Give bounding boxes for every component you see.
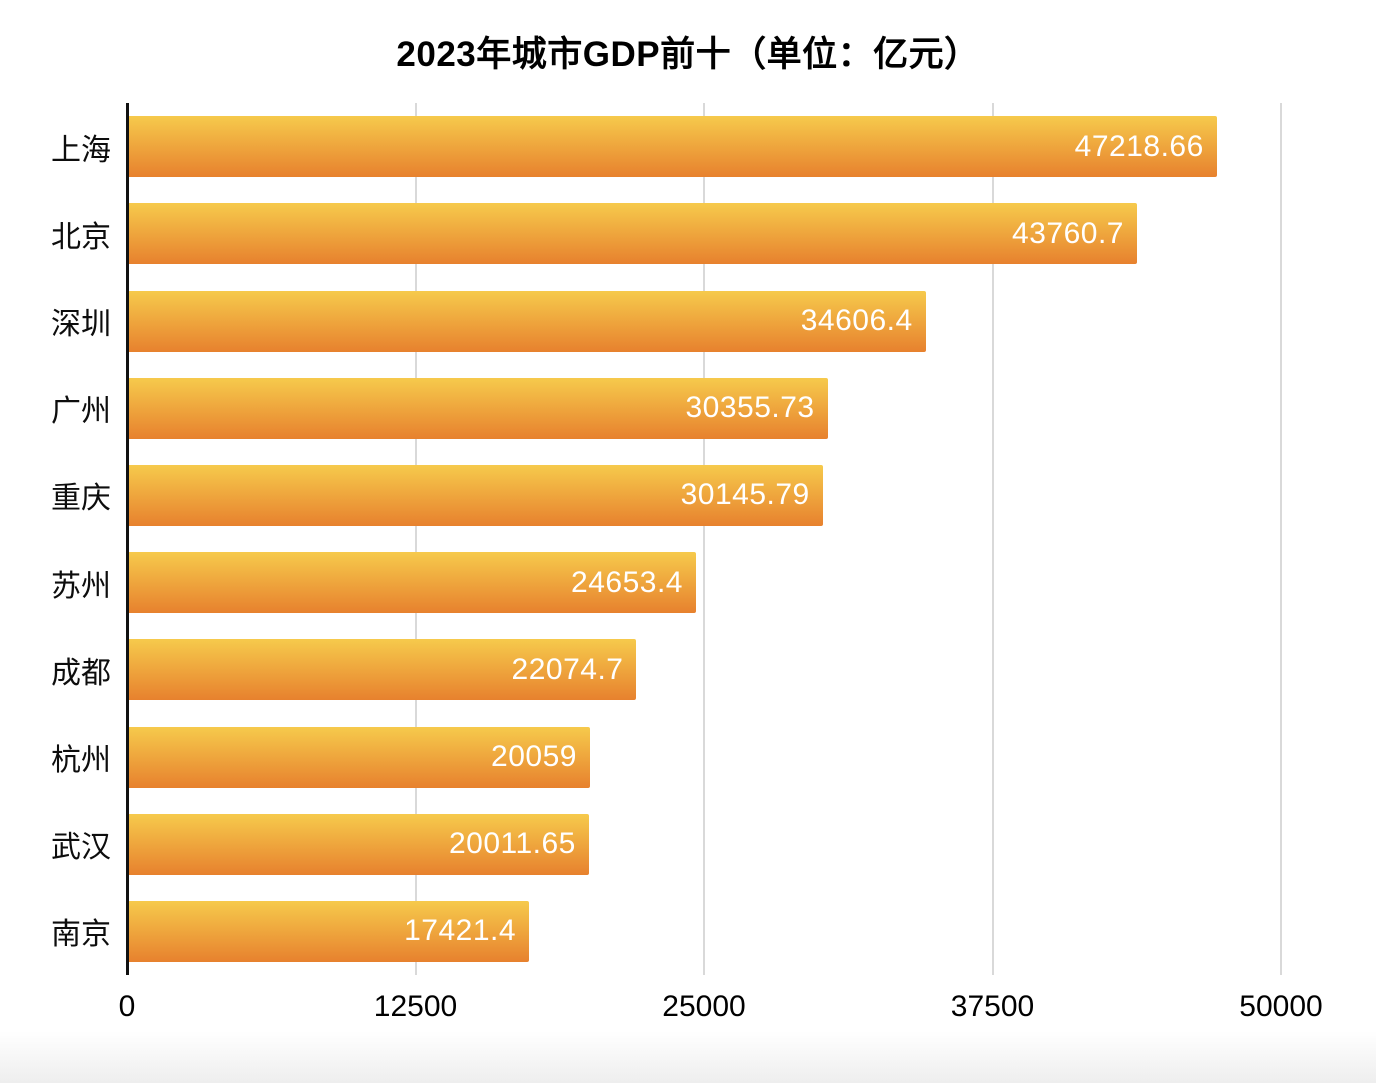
bar-value-label: 30355.73 xyxy=(685,391,815,425)
x-tick-label: 37500 xyxy=(950,990,1035,1023)
gdp-bar: 20011.65 xyxy=(127,813,589,875)
gridline xyxy=(1280,103,1282,975)
bar-value-label: 34606.4 xyxy=(800,304,913,337)
gdp-bar: 30145.79 xyxy=(127,464,823,526)
bar-row: 杭州 20059 xyxy=(51,713,1281,800)
gdp-bar: 34606.4 xyxy=(127,290,926,352)
bar-value-label: 20011.65 xyxy=(448,827,576,861)
bar-rows: 上海 47218.66 北京 43760.7 深圳 34606.4 广州 30355.73 重庆… xyxy=(51,103,1281,975)
gridline xyxy=(991,103,994,975)
bar-value-label: 17421.4 xyxy=(404,914,517,948)
bar-row: 南京 17421.4 xyxy=(51,888,1281,975)
chart-title: 2023年城市GDP前十（单位：亿元） xyxy=(396,35,980,74)
x-tick-label: 0 xyxy=(118,990,136,1023)
gridline xyxy=(703,103,705,975)
bar-value-label: 20059 xyxy=(491,740,577,774)
bar-value-label: 43760.7 xyxy=(1012,216,1124,250)
bar-row: 广州 30355.73 xyxy=(51,365,1281,452)
bar-row: 北京 43760.7 xyxy=(51,190,1281,277)
category-label: 苏州 xyxy=(51,569,111,603)
bar-row: 重庆 30145.79 xyxy=(51,452,1281,539)
bottom-fade xyxy=(0,1031,1376,1083)
y-axis-line xyxy=(126,103,129,975)
category-label: 成都 xyxy=(51,656,111,690)
bar-row: 深圳 34606.4 xyxy=(51,277,1281,364)
gdp-bar: 47218.66 xyxy=(127,116,1217,178)
category-label: 重庆 xyxy=(51,482,111,516)
bar-row: 武汉 20011.65 xyxy=(51,801,1281,888)
category-label: 南京 xyxy=(51,918,111,952)
bar-value-label: 24653.4 xyxy=(571,565,683,599)
gdp-bar: 17421.4 xyxy=(127,900,530,962)
plot-area: 上海 47218.66 北京 43760.7 深圳 34606.4 广州 30355.73 重庆… xyxy=(51,103,1282,975)
bar-row: 成都 22074.7 xyxy=(51,626,1281,713)
gdp-bar: 20059 xyxy=(127,726,590,788)
category-label: 北京 xyxy=(51,220,111,254)
x-tick-label: 25000 xyxy=(662,990,746,1023)
bar-row: 苏州 24653.4 xyxy=(51,539,1281,626)
gdp-bar: 22074.7 xyxy=(127,639,637,701)
gdp-bar: 30355.73 xyxy=(127,377,828,439)
category-label: 武汉 xyxy=(51,831,111,865)
category-label: 广州 xyxy=(51,395,111,429)
category-label: 杭州 xyxy=(51,744,111,778)
category-label: 深圳 xyxy=(51,308,111,341)
gdp-bar: 24653.4 xyxy=(127,552,696,614)
gdp-bar: 43760.7 xyxy=(127,203,1137,265)
x-axis-tick-labels: 0 12500 25000 37500 50000 xyxy=(119,990,1323,1026)
x-tick-label: 50000 xyxy=(1239,990,1323,1023)
bar-value-label: 22074.7 xyxy=(511,652,624,686)
x-tick-label: 12500 xyxy=(373,990,458,1023)
bar-value-label: 30145.79 xyxy=(680,478,810,512)
category-label: 上海 xyxy=(51,133,111,167)
bar-row: 上海 47218.66 xyxy=(51,103,1281,190)
gridline xyxy=(414,103,417,975)
bar-value-label: 47218.66 xyxy=(1074,129,1204,163)
